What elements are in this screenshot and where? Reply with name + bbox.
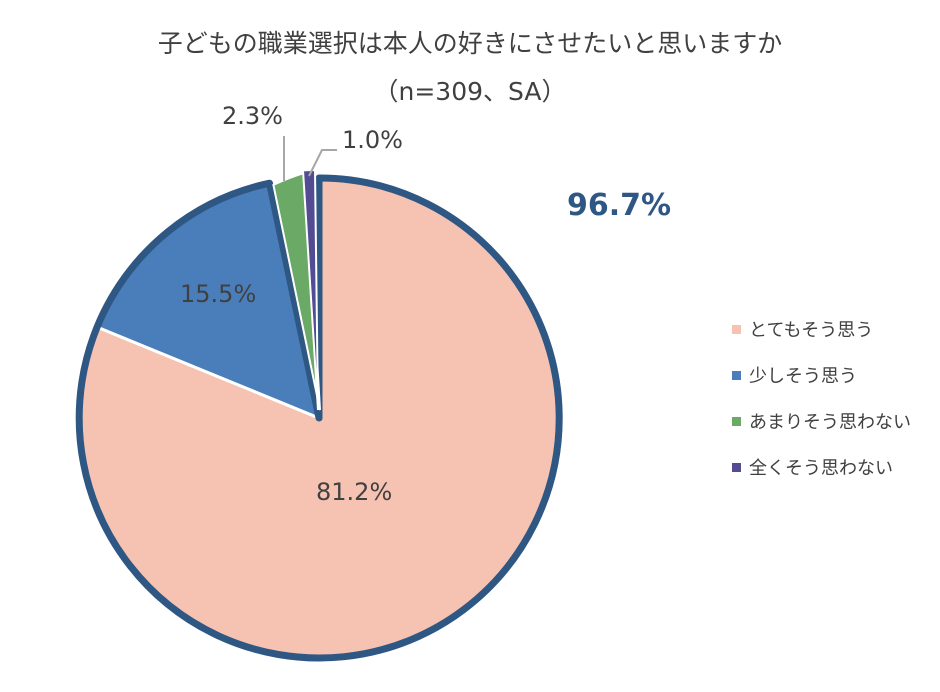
chart-title: 子どもの職業選択は本人の好きにさせたいと思いますか [157, 29, 783, 58]
label-15-5: 15.5% [180, 280, 257, 308]
legend-swatch-icon [732, 416, 741, 426]
highlight-outline [75, 174, 563, 662]
slice-not-at-all-agree [301, 168, 319, 411]
leader-line-1-0 [308, 149, 337, 177]
legend-swatch-icon [732, 324, 741, 334]
legend-swatch-icon [732, 462, 741, 472]
legend: とてもそう思う 少しそう思う あまりそう思わない 全くそう思わない [732, 306, 911, 490]
legend-item: とてもそう思う [732, 306, 911, 352]
legend-item: 全くそう思わない [732, 444, 911, 490]
legend-item: あまりそう思わない [732, 398, 911, 444]
legend-label: 全くそう思わない [749, 458, 893, 479]
label-81-2: 81.2% [316, 478, 393, 506]
chart-subtitle: （n=309、SA） [373, 77, 567, 106]
label-1-0: 1.0% [342, 126, 403, 154]
total-highlight-label: 96.7% [567, 188, 672, 223]
legend-swatch-icon [732, 370, 741, 380]
legend-label: とてもそう思う [749, 320, 874, 341]
label-2-3: 2.3% [222, 102, 283, 130]
legend-item: 少しそう思う [732, 352, 911, 398]
legend-label: 少しそう思う [749, 366, 857, 387]
legend-label: あまりそう思わない [749, 412, 911, 433]
